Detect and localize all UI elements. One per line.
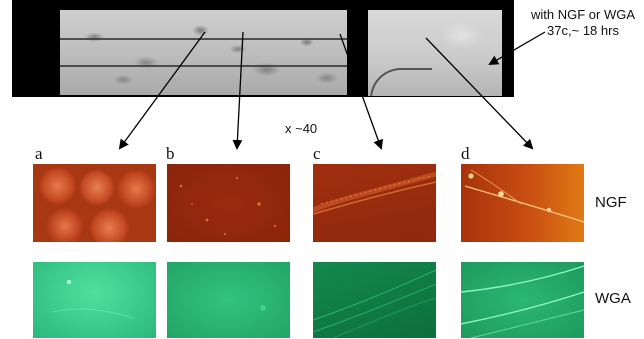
wga-panel-d (461, 262, 584, 338)
panel-letter-a: a (35, 144, 43, 163)
arrow-to-panel-b (232, 31, 244, 150)
annotation-line-1: with NGF or WGA (530, 7, 635, 22)
row-label-ngf: NGF (595, 194, 627, 211)
annotation-line-2: 37c,~ 18 hrs (547, 23, 619, 38)
arrow-to-panel-d (425, 37, 534, 150)
panel-letter-b: b (166, 144, 175, 163)
arrow-to-panel-a (118, 31, 206, 150)
panel-letter-d: d (461, 144, 470, 163)
ngf-panel-c (313, 164, 436, 242)
arrow-to-panel-c (339, 33, 383, 150)
panel-letter-c: c (313, 144, 321, 163)
wga-panel-b (167, 262, 290, 338)
nerve-fiber (60, 65, 347, 67)
row-label-wga: WGA (595, 290, 631, 307)
nerve-micrograph-left (60, 10, 347, 95)
wga-panel-c (313, 262, 436, 338)
condition-annotation: with NGF or WGA 37c,~ 18 hrs (527, 7, 639, 39)
nerve-fiber (60, 38, 347, 40)
nerve-micrograph-right (368, 10, 502, 96)
ngf-panel-a (33, 164, 156, 242)
magnification-label: x ~40 (285, 121, 318, 136)
wga-panel-a (33, 262, 156, 338)
arrow-from-annotation (488, 31, 546, 66)
ngf-panel-d (461, 164, 584, 242)
ngf-panel-b (167, 164, 290, 242)
